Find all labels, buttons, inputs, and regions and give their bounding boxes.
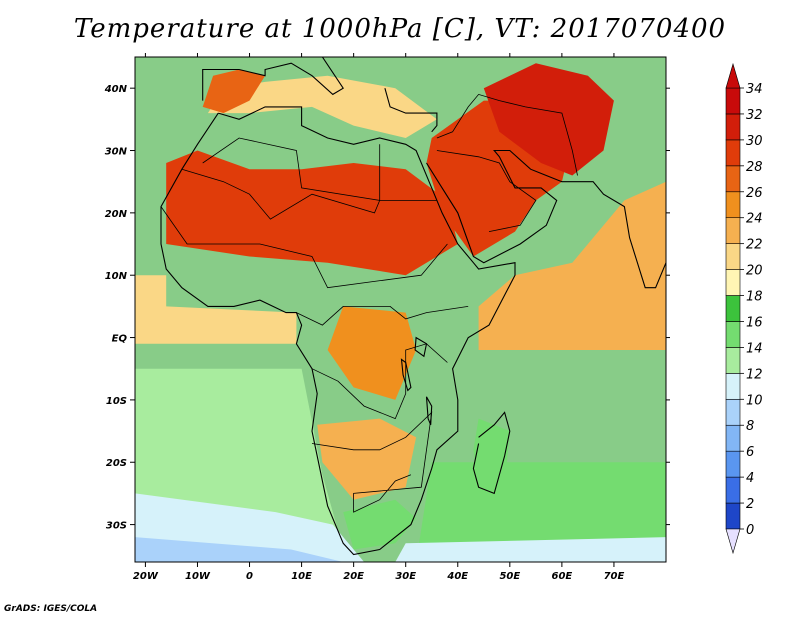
lon-tick-label: 20E <box>343 571 364 582</box>
lake-tanganyika <box>400 358 412 392</box>
map-frame <box>134 56 667 563</box>
lon-tick-label: 30E <box>395 571 416 582</box>
colorbar-label: 2 <box>746 497 754 512</box>
region-southern-africa-warm <box>317 418 417 500</box>
region-central-africa-warm <box>327 306 417 400</box>
colorbar-bin <box>725 321 741 348</box>
grads-credit: GrADS: IGES/COLA <box>4 604 98 614</box>
country-borders <box>160 93 578 513</box>
lat-tick-label: EQ <box>112 334 128 345</box>
lat-tick-label: 30S <box>106 521 127 532</box>
lat-tick-label: 10S <box>106 396 127 407</box>
colorbar-bin <box>725 139 741 167</box>
border-congo-borders <box>311 343 448 420</box>
region-iran-hot <box>483 63 614 176</box>
coastlines <box>160 57 666 556</box>
lon-tick-label: 40E <box>446 571 468 582</box>
colorbar-label: 34 <box>746 82 763 97</box>
chart-title: Temperature at 1000hPa [C], VT: 20170704… <box>73 14 727 44</box>
colorbar-bin <box>725 191 741 219</box>
border-sahara-borders-1 <box>181 168 437 220</box>
colorbar-label: 8 <box>746 419 754 434</box>
coast-turkey-outline <box>384 88 438 133</box>
colorbar-label: 18 <box>746 290 763 305</box>
colorbar-label: 30 <box>746 134 763 149</box>
border-sahara-borders-2 <box>160 206 448 289</box>
map-axes: 20W 10W 0 10E 20E 30E 40E 50E 60E 70E 40N 30N 20N 10N… <box>104 53 670 582</box>
region-south-africa-mild <box>343 499 417 550</box>
colorbar-bin <box>725 217 741 244</box>
colorbar-label: 4 <box>746 471 754 486</box>
region-north-atlantic-warm <box>135 275 297 344</box>
colorbar-label: 16 <box>746 315 763 330</box>
lon-tick-label: 0 <box>246 571 253 582</box>
lon-tick-label: 20W <box>133 571 159 582</box>
colorbar-bin <box>725 398 741 426</box>
lon-tick-label: 10W <box>185 571 211 582</box>
border-mideast-borders <box>436 93 578 176</box>
colorbar-bin <box>725 113 741 141</box>
region-iberia-hot <box>202 69 266 114</box>
colorbar-bin <box>725 373 741 400</box>
colorbar-label: 26 <box>746 186 763 201</box>
temperature-field <box>135 63 666 562</box>
region-indian-ocean-warm <box>478 181 666 350</box>
coast-europe-outline <box>202 57 344 101</box>
colorbar-bin <box>725 424 741 452</box>
lake-victoria <box>414 336 428 358</box>
region-southern-ocean-coldest <box>135 537 344 562</box>
border-saudi-borders <box>436 150 537 232</box>
colorbar-label: 22 <box>746 238 763 253</box>
colorbar-bin <box>725 502 741 530</box>
colorbar-bin <box>725 165 741 193</box>
colorbar-bin <box>725 269 741 296</box>
border-central-borders <box>296 305 469 326</box>
colorbar-bin <box>725 243 741 270</box>
coast-africa-outline <box>160 106 516 556</box>
colorbar-label: 0 <box>746 523 754 538</box>
colorbar-bin <box>725 347 741 374</box>
lat-tick-label: 10N <box>105 271 128 282</box>
colorbar-label: 12 <box>746 367 763 382</box>
lon-tick-label: 70E <box>604 571 625 582</box>
border-southern-borders <box>311 411 433 513</box>
colorbar-bin <box>725 87 741 115</box>
lat-tick-label: 20N <box>105 209 128 220</box>
colorbar-extend-low <box>725 528 741 555</box>
colorbar-bin <box>725 476 741 504</box>
lon-tick-label: 60E <box>552 571 573 582</box>
region-south-indian-ocean-cool <box>395 537 666 562</box>
colorbar-label: 28 <box>746 160 763 175</box>
lat-tick-label: 40N <box>104 84 128 95</box>
border-algeria-libya <box>202 137 381 201</box>
lon-tick-label: 50E <box>499 571 520 582</box>
colorbar-label: 24 <box>746 212 763 227</box>
lake-malawi <box>425 396 433 426</box>
coast-madagascar-outline <box>472 411 511 495</box>
region-mediterranean-mild <box>207 75 437 138</box>
colorbar-label: 6 <box>746 445 754 460</box>
coast-arabia-outline <box>426 149 666 289</box>
colorbar-bin <box>725 450 741 478</box>
lat-tick-label: 30N <box>105 147 128 158</box>
colorbar-label: 14 <box>746 341 763 356</box>
colorbar-extend-high <box>725 62 741 89</box>
lat-tick-label: 20S <box>106 458 127 469</box>
colorbar-label: 10 <box>746 393 763 408</box>
colorbar-bin <box>725 295 741 322</box>
colorbar-label: 32 <box>746 108 763 123</box>
colorbar-label: 20 <box>746 264 763 279</box>
lon-tick-label: 10E <box>291 571 312 582</box>
